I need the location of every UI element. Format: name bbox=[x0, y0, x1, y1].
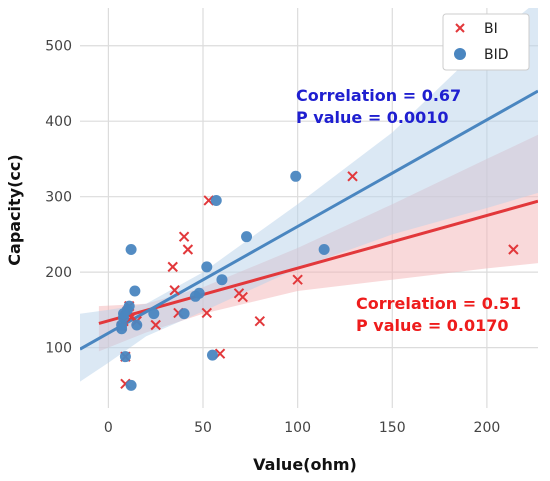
point-bid bbox=[193, 287, 205, 299]
bid-pvalue-label: P value = 0.0010 bbox=[296, 108, 449, 127]
point-bi bbox=[508, 244, 519, 255]
annotation-bid: Correlation = 0.67 P value = 0.0010 bbox=[296, 86, 461, 127]
x-tick-label: 100 bbox=[284, 420, 311, 436]
confidence-bands bbox=[80, 8, 538, 382]
point-bid bbox=[178, 308, 190, 320]
point-bid bbox=[119, 351, 131, 363]
regression-line-bi bbox=[98, 199, 538, 325]
x-tick-label: 0 bbox=[104, 420, 113, 436]
point-bi bbox=[169, 285, 180, 296]
point-bid bbox=[125, 244, 137, 256]
regression-line-bid bbox=[80, 89, 538, 351]
legend-label-bid: BID bbox=[484, 47, 509, 63]
annotation-bi: Correlation = 0.51 P value = 0.0170 bbox=[356, 294, 521, 335]
point-bid bbox=[318, 244, 330, 256]
point-bi bbox=[167, 261, 178, 273]
point-bi bbox=[182, 244, 194, 255]
legend-label-bi: BI bbox=[484, 21, 498, 37]
tick-labels: 0 50 100 150 200 100 200 300 400 500 bbox=[45, 39, 500, 436]
regression-lines bbox=[80, 89, 538, 351]
point-bi bbox=[178, 231, 190, 242]
point-bid bbox=[131, 319, 143, 331]
data-points bbox=[116, 170, 519, 391]
x-tick-label: 50 bbox=[194, 420, 212, 436]
x-tick-label: 150 bbox=[379, 420, 406, 436]
point-bi bbox=[347, 171, 358, 182]
y-tick-label: 300 bbox=[45, 190, 72, 206]
bi-correlation-label: Correlation = 0.51 bbox=[356, 294, 521, 313]
x-tick-label: 200 bbox=[474, 420, 501, 436]
y-tick-label: 200 bbox=[45, 265, 72, 281]
point-bi bbox=[201, 307, 213, 319]
point-bid bbox=[241, 231, 253, 243]
point-bi bbox=[292, 274, 303, 285]
y-tick-label: 100 bbox=[45, 341, 72, 357]
point-bid bbox=[290, 170, 302, 182]
point-bid bbox=[123, 300, 135, 312]
confidence-band-bid bbox=[80, 8, 538, 382]
x-axis-title: Value(ohm) bbox=[253, 455, 357, 474]
y-tick-label: 500 bbox=[45, 39, 72, 55]
point-bid bbox=[125, 379, 137, 391]
point-bi bbox=[237, 291, 248, 303]
point-bi bbox=[150, 319, 161, 331]
legend-marker-bid bbox=[454, 48, 466, 60]
legend-marker-bi bbox=[455, 23, 465, 33]
point-bid bbox=[216, 274, 228, 286]
bid-correlation-label: Correlation = 0.67 bbox=[296, 86, 461, 105]
point-bid bbox=[129, 285, 141, 297]
point-bid bbox=[148, 308, 160, 320]
point-bid bbox=[201, 261, 213, 273]
point-bi bbox=[254, 316, 266, 327]
y-axis-title: Capacity(cc) bbox=[5, 154, 24, 265]
point-bid bbox=[210, 194, 222, 206]
legend: BI BID bbox=[442, 13, 530, 71]
y-tick-label: 400 bbox=[45, 114, 72, 130]
point-bid bbox=[206, 349, 218, 361]
bi-pvalue-label: P value = 0.0170 bbox=[356, 316, 509, 335]
